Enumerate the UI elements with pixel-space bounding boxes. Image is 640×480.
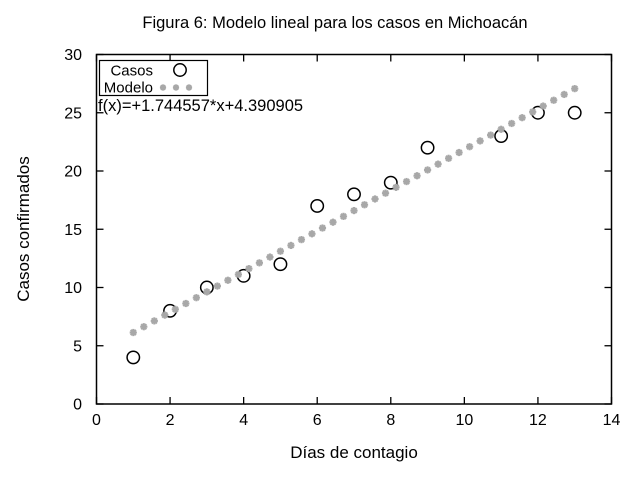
modelo-model-point xyxy=(476,137,484,145)
modelo-model-point xyxy=(308,230,316,238)
modelo-model-point xyxy=(518,114,526,122)
modelo-model-point xyxy=(203,288,211,296)
modelo-model-point xyxy=(381,189,390,197)
modelo-model-point xyxy=(560,90,568,99)
casos-data-point xyxy=(273,257,288,272)
modelo-model-point xyxy=(224,276,232,284)
modelo-model-point xyxy=(497,125,505,133)
legend-marker-modelo xyxy=(159,84,167,91)
modelo-model-point xyxy=(350,206,358,215)
y-tick-label: 20 xyxy=(64,164,82,181)
modelo-model-point xyxy=(192,294,200,302)
modelo-model-point xyxy=(140,323,148,331)
x-tick-label: 4 xyxy=(239,412,248,429)
modelo-model-point xyxy=(550,96,558,104)
modelo-model-point xyxy=(245,265,253,273)
y-tick-label: 0 xyxy=(73,397,82,414)
y-tick-label: 30 xyxy=(64,47,82,64)
modelo-model-point xyxy=(371,195,379,203)
modelo-model-point xyxy=(508,119,516,128)
casos-data-point xyxy=(126,350,141,365)
modelo-model-point xyxy=(402,177,411,186)
casos-data-point xyxy=(567,105,582,120)
x-tick-label: 2 xyxy=(166,412,175,429)
x-tick-label: 8 xyxy=(386,412,395,429)
x-tick-label: 0 xyxy=(92,412,101,429)
modelo-model-point xyxy=(171,305,179,313)
x-tick-label: 12 xyxy=(529,412,547,429)
modelo-model-point xyxy=(487,131,495,139)
legend-label-modelo: Modelo xyxy=(104,80,153,97)
modelo-model-point xyxy=(318,224,327,232)
x-tick-label: 10 xyxy=(455,412,473,429)
modelo-model-point xyxy=(423,166,432,174)
modelo-model-point xyxy=(529,108,537,116)
modelo-model-point xyxy=(466,143,474,151)
modelo-model-point xyxy=(360,201,369,209)
modelo-model-point xyxy=(455,148,463,157)
modelo-model-point xyxy=(276,247,285,255)
modelo-model-point xyxy=(339,212,348,220)
x-axis-label: Días de contagio xyxy=(290,443,418,462)
legend-marker-modelo xyxy=(172,84,180,91)
modelo-model-point xyxy=(213,282,221,290)
casos-data-point xyxy=(420,140,435,155)
legend-marker-casos xyxy=(173,63,187,77)
modelo-model-point xyxy=(287,241,295,250)
y-tick-label: 25 xyxy=(64,105,82,122)
modelo-model-point xyxy=(392,183,400,191)
x-tick-label: 14 xyxy=(603,412,621,429)
casos-data-point xyxy=(347,187,361,202)
modelo-model-point xyxy=(266,253,274,261)
modelo-model-point xyxy=(234,270,242,279)
legend-label-casos: Casos xyxy=(110,63,153,80)
modelo-model-point xyxy=(297,236,306,244)
casos-data-point xyxy=(310,199,325,213)
x-tick-label: 6 xyxy=(313,412,322,429)
modelo-model-point xyxy=(413,172,421,180)
modelo-model-point xyxy=(161,311,169,319)
modelo-model-point xyxy=(444,154,453,162)
modelo-model-point xyxy=(434,160,442,168)
legend-marker-modelo xyxy=(185,84,193,91)
modelo-model-point xyxy=(150,317,158,325)
modelo-model-point xyxy=(129,328,137,337)
modelo-model-point xyxy=(571,85,579,93)
modelo-model-point xyxy=(329,218,337,226)
y-tick-label: 10 xyxy=(64,280,82,297)
fit-equation-label: f(x)=+1.744557*x+4.390905 xyxy=(98,97,303,115)
modelo-model-point xyxy=(182,299,190,308)
chart-title: Figura 6: Modelo lineal para los casos e… xyxy=(142,14,528,32)
y-tick-label: 15 xyxy=(64,222,82,239)
y-tick-label: 5 xyxy=(73,338,82,355)
modelo-model-point xyxy=(255,259,264,267)
modelo-model-point xyxy=(539,102,547,110)
